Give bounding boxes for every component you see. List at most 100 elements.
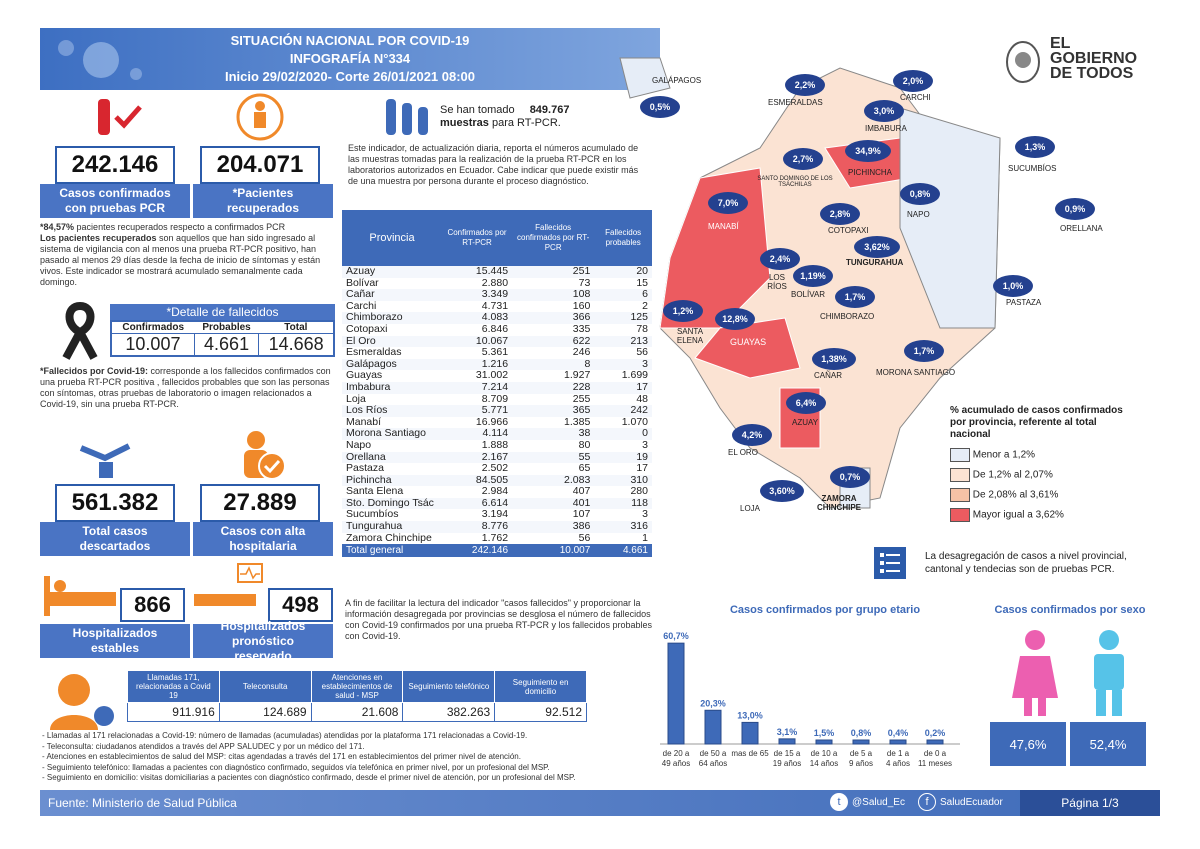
age-bar-label: 20,3% xyxy=(700,698,726,708)
table-cell: 10.067 xyxy=(442,335,513,348)
twitter-icon: t xyxy=(830,793,848,811)
table-row: Cañar 3.349 108 6 xyxy=(342,289,652,301)
discharged-value: 27.889 xyxy=(200,484,320,522)
recovered-def: son aquellos que han sido ingresado al s… xyxy=(40,233,321,287)
tests-line2: muestras xyxy=(440,117,489,129)
table-cell: Pastaza xyxy=(346,462,384,475)
map-pct-loja: 3,60% xyxy=(760,480,804,502)
table-cell: Napo xyxy=(346,438,372,451)
table-cell: 310 xyxy=(594,474,652,487)
table-cell: 1.762 xyxy=(481,531,509,544)
table-cell: 56 xyxy=(636,346,648,359)
table-row: Loja 8.709 255 48 xyxy=(342,392,652,406)
table-cell: 4.083 xyxy=(442,312,513,324)
table-cell: 19 xyxy=(594,451,652,464)
map-pct-tungurahua: 3,62% xyxy=(854,236,900,258)
table-cell: 20 xyxy=(594,265,652,278)
table-cell: Sucumbíos xyxy=(346,508,399,521)
map-label-santa-elena: SANTA ELENA xyxy=(676,327,704,345)
table-row: Morona Santiago 4.114 38 0 xyxy=(342,428,652,440)
table-cell: Los Ríos xyxy=(342,405,442,417)
legend-swatch-4 xyxy=(950,508,970,522)
table-cell: El Oro xyxy=(342,335,442,348)
table-cell: 280 xyxy=(630,485,648,498)
table-cell: 1.070 xyxy=(621,415,648,428)
table-cell: Guayas xyxy=(346,369,383,382)
table-row: Chimborazo 4.083 366 125 xyxy=(342,312,652,324)
table-cell: Zamora Chinchipe xyxy=(346,531,432,544)
table-cell: 3.194 xyxy=(481,508,509,521)
deaths-h-confirmed: Confirmados xyxy=(122,322,185,333)
map-label-pastaza: PASTAZA xyxy=(1006,298,1042,307)
age-bar xyxy=(667,642,685,745)
age-chart: 60,7% de 20 a 49 años 20,3% de 50 a 64 años 13… xyxy=(660,631,960,768)
header-subtitle: INFOGRAFÍA N°334 xyxy=(289,51,411,66)
calls-header: Seguimiento telefónico xyxy=(402,670,496,703)
table-cell: 8.709 xyxy=(481,392,509,405)
virus-icon xyxy=(58,40,142,80)
discharged-patient-icon xyxy=(244,431,286,480)
table-cell: 213 xyxy=(594,335,652,348)
legend-label-1: Menor a 1,2% xyxy=(972,449,1036,461)
age-bar-label: 1,5% xyxy=(814,728,835,738)
table-cell: Chimborazo xyxy=(342,312,442,324)
table-row: Pichincha 84.505 2.083 310 xyxy=(342,474,652,487)
map-label-galapagos: GALÁPAGOS xyxy=(652,76,702,85)
province-table: Provincia Confirmados por RT-PCR Fallecido… xyxy=(342,210,652,558)
test-tubes-icon xyxy=(386,99,428,135)
table-cell: 17 xyxy=(636,462,648,475)
table-row: Santa Elena 2.984 407 280 xyxy=(342,486,652,498)
tests-line3: para RT-PCR. xyxy=(488,117,561,129)
map-pct-santo-domingo: 2,7% xyxy=(783,148,823,170)
female-icon xyxy=(1012,630,1058,716)
map-pct-el-oro: 4,2% xyxy=(732,424,772,446)
map-label-el-oro: EL ORO xyxy=(728,448,758,457)
province-table-header: Fallecidos confirmados por RT-PCR xyxy=(512,210,595,266)
age-bar xyxy=(815,739,833,745)
table-row: Carchi 4.731 160 2 xyxy=(342,299,652,313)
age-bar-label: 60,7% xyxy=(663,631,689,641)
twitter-link[interactable]: t @Salud_Ec xyxy=(830,793,905,811)
map-label-tungurahua: TUNGURAHUA xyxy=(846,258,904,267)
calls-value: 21.608 xyxy=(311,702,404,722)
table-cell: 365 xyxy=(512,405,595,417)
confirmed-label: Casos confirmados con pruebas PCR xyxy=(40,184,190,218)
table-row: Esmeraldas 5.361 246 56 xyxy=(342,347,652,359)
table-cell: 1.699 xyxy=(621,369,648,382)
map-legend-title: % acumulado de casos confirmados por pro… xyxy=(950,405,1123,440)
calls-note: - Seguimiento telefónico: llamadas a pac… xyxy=(42,762,550,772)
map-pct-esmeraldas: 2,2% xyxy=(785,74,825,96)
table-cell: 386 xyxy=(512,520,595,533)
table-cell: 80 xyxy=(578,438,591,451)
map-label-imbabura: IMBABURA xyxy=(865,124,907,133)
calls-note: - Seguimiento en domicilio: visitas domi… xyxy=(42,773,576,782)
facebook-link[interactable]: f SaludEcuador xyxy=(918,793,1003,811)
table-cell: 316 xyxy=(594,520,652,533)
table-cell: 15.445 xyxy=(442,265,513,278)
map-label-esmeraldas: ESMERALDAS xyxy=(768,98,823,107)
table-cell: 6.614 xyxy=(442,497,513,510)
age-category-label: de 50 a 64 años xyxy=(699,749,727,768)
age-bar xyxy=(704,709,722,745)
age-category-label: de 10 a 14 años xyxy=(810,749,838,768)
footer-source-value: Ministerio de Salud Pública xyxy=(88,796,237,810)
icu-bed-icon xyxy=(194,563,263,606)
province-footnote: A fin de facilitar la lectura del indica… xyxy=(345,598,652,641)
table-total-cell: 4.661 xyxy=(594,544,652,558)
footer-source-label: Fuente: xyxy=(48,796,89,810)
map-label-azuay: AZUAY xyxy=(792,418,819,427)
table-cell: 6 xyxy=(594,289,652,301)
legend-label-2: De 1,2% al 2,07% xyxy=(972,469,1053,481)
table-cell: Manabí xyxy=(346,415,382,428)
table-cell: 3 xyxy=(642,438,648,451)
table-total-cell: 242.146 xyxy=(442,544,513,558)
recovered-pct: 84,57% xyxy=(43,222,75,232)
table-cell: 4.731 xyxy=(481,299,509,312)
page-indicator: Página 1/3 xyxy=(1020,790,1160,816)
table-total-cell: Total general xyxy=(342,544,442,558)
calls-table: Llamadas 171, relacionadas a Covid 19 Tel… xyxy=(127,670,587,722)
calls-header: Seguimiento en domicilio xyxy=(494,670,587,703)
table-cell: 8 xyxy=(512,358,595,371)
deaths-title: *Detalle de fallecidos xyxy=(110,304,335,320)
age-category-label: de 15 a 19 años xyxy=(773,749,801,768)
